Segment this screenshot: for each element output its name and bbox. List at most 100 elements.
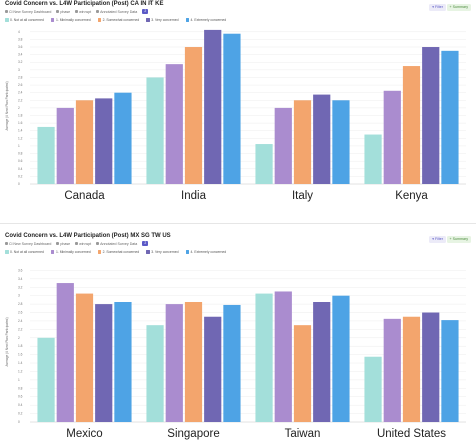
y-tick-label: 2.6 [18,311,23,315]
y-tick-label: 2 [18,106,20,110]
y-tick-label: 0.8 [18,152,23,156]
y-tick-label: 2.8 [18,302,23,306]
legend-item[interactable]: 1. Minimally concerned [50,18,91,22]
bar [402,316,421,422]
y-tick-label: 1.8 [18,344,23,348]
bar-chart: 0 0.2 0.4 0.6 0.8 1 1.2 1.4 1.6 1.8 2 2.2 2.4 2.6 2.8 3… [5,268,466,440]
legend-item[interactable]: 0. Not at all concerned [5,250,44,254]
y-tick-label: 3.2 [18,60,23,64]
dashboard-icon [5,10,8,14]
bar [223,33,241,184]
legend-item[interactable]: 0. Not at all concerned [5,18,44,22]
y-tick-label: 0.2 [18,412,23,416]
y-tick-label: 3.4 [18,53,23,57]
legend-item[interactable]: 2. Somewhat concerned [97,250,139,254]
bar [146,77,164,184]
bar [402,66,421,184]
bar [383,90,401,184]
bar [293,100,312,184]
meta-item[interactable]: Annotated Survey Data [96,242,137,246]
filter-count-badge[interactable]: 2 [142,9,149,14]
y-tick-label: 1 [18,144,20,148]
y-tick-label: 2.6 [18,83,23,87]
y-tick-label: 1.2 [18,369,23,373]
y-tick-label: 1.6 [18,353,23,357]
legend-item[interactable]: 2. Somewhat concerned [97,18,139,22]
legend-swatch [5,18,9,22]
y-tick-label: 0.6 [18,395,23,399]
category-label: India [181,190,207,202]
category-label: Italy [292,190,313,202]
filter-icon: ▾ [432,5,435,9]
legend-swatch [185,18,190,22]
bar [313,94,331,184]
meta-item[interactable]: Cl New Survey Dashboard [5,10,51,14]
bar [204,316,222,422]
y-axis-title: Average (# Next Plan Participated) [5,81,9,130]
y-tick-label: 3.2 [18,285,23,289]
filter-button[interactable]: ▾ Filter [429,236,446,243]
summary-button[interactable]: + Summary [446,4,471,11]
y-tick-label: 0.4 [18,403,23,407]
bar [75,293,94,422]
y-tick-label: 0.8 [18,386,23,390]
bar [255,144,273,184]
y-tick-label: 1.4 [18,129,23,133]
legend-item[interactable]: 1. Minimally concerned [50,250,91,254]
y-axis-title: Average (# Next Plan Participated) [5,317,9,366]
bar [184,302,203,422]
chart-meta-row: Cl New Survey Dashboard phase win:wpt An… [5,241,149,246]
bar-chart: 0 0.2 0.4 0.6 0.8 1 1.2 1.4 1.6 1.8 2 2.2 2.4 2.6 2.8 3… [5,29,466,202]
y-tick-label: 2.8 [18,75,23,79]
bar [37,337,55,422]
y-tick-label: 0.6 [18,159,23,163]
chart-title: Covid Concern vs. L4W Participation (Pos… [5,233,171,239]
summary-icon: + [449,237,453,241]
category-label: Mexico [66,428,102,440]
filter-button[interactable]: ▾ Filter [429,4,446,11]
y-tick-label: 2.2 [18,98,23,102]
bar [165,304,183,422]
meta-item[interactable]: phase [56,10,70,14]
bar [204,29,222,185]
y-tick-label: 3.8 [18,37,23,41]
bar [146,325,164,422]
dimension-icon [56,242,60,246]
dataset-icon [96,10,100,14]
bar [422,312,440,422]
y-tick-label: 3 [18,294,20,298]
y-tick-label: 3.6 [18,45,23,49]
chart-legend: 0. Not at all concerned 1. Minimally con… [5,18,226,22]
legend-item[interactable]: 3. Very concerned [146,250,179,254]
summary-button[interactable]: + Summary [446,236,471,243]
legend-item[interactable]: 4. Extremely concerned [185,250,226,254]
meta-item[interactable]: Cl New Survey Dashboard [5,242,51,246]
legend-item[interactable]: 4. Extremely concerned [185,18,226,22]
pencil-icon[interactable]: ✎ [148,1,154,7]
y-tick-label: 3.4 [18,277,23,281]
legend-swatch [97,18,102,22]
bar [114,92,132,184]
category-label: Canada [64,190,105,202]
panel-divider [0,223,476,224]
bar [332,100,350,184]
bar [383,318,401,422]
legend-swatch [50,18,55,22]
bar [184,47,203,185]
bar [56,283,74,422]
y-tick-label: 2.2 [18,327,23,331]
y-tick-label: 1 [18,378,20,382]
legend-swatch [50,250,55,254]
y-tick-label: 3.6 [18,268,23,272]
meta-item[interactable]: Annotated Survey Data [96,10,137,14]
meta-item[interactable]: phase [56,242,70,246]
y-tick-label: 1.4 [18,361,23,365]
filter-count-badge[interactable]: 2 [142,241,149,246]
chart-panel: Covid Concern vs. L4W Participation (Pos… [0,232,476,444]
meta-item[interactable]: win:wpt [75,242,91,246]
pencil-icon[interactable]: ✎ [156,233,162,239]
meta-item[interactable]: win:wpt [75,10,91,14]
legend-item[interactable]: 3. Very concerned [146,18,179,22]
chart-meta-row: Cl New Survey Dashboard phase win:wpt An… [5,9,149,14]
y-tick-label: 2.4 [18,319,23,323]
